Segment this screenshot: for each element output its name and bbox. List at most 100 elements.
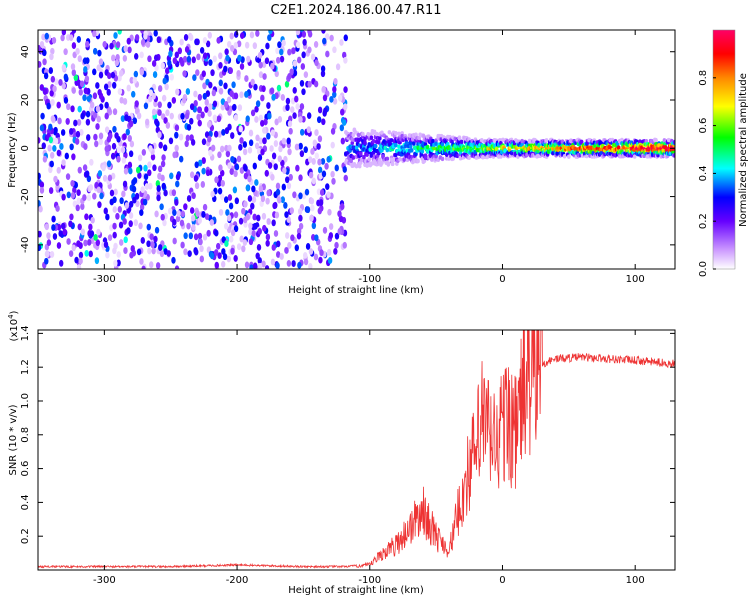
spectrogram-cell [103, 241, 109, 248]
spectrogram-cell [254, 116, 259, 123]
spectrogram-cell [321, 170, 327, 178]
spectrogram-cell [233, 31, 239, 38]
spectrogram-cell [267, 162, 273, 169]
spectrogram-cell [138, 222, 143, 230]
spectrogram-cell [78, 88, 83, 96]
spectrogram-cell [292, 86, 297, 94]
spectrogram-cell [244, 75, 249, 82]
spectrogram-cell [151, 247, 156, 255]
spectrogram-cell [201, 167, 206, 175]
spectrogram-cell [299, 128, 305, 136]
spectrogram-cell [265, 239, 270, 247]
spectrogram-cell [105, 213, 110, 221]
spectrogram-cell [183, 34, 189, 41]
spectrogram-cell [255, 252, 260, 260]
spectrogram-cell [191, 224, 196, 231]
spectrogram-cell [313, 80, 319, 88]
spectrogram-cell [38, 45, 42, 52]
spectrogram-cell [143, 102, 149, 110]
spectrogram-cell [51, 37, 57, 44]
spectrogram-cell [222, 253, 228, 261]
spectrogram-cell [567, 154, 571, 159]
spectrogram-cell [239, 63, 245, 70]
spectrogram-cell [171, 189, 177, 197]
snr-y-tick-label: 0.2 [20, 528, 31, 544]
spectrogram-cell [124, 202, 130, 209]
spectrogram-cell [457, 135, 462, 140]
spectrogram-cell [230, 229, 236, 237]
spectrogram-cell [97, 201, 102, 209]
spectrogram-cell [218, 52, 223, 60]
spectrogram-cell [49, 160, 54, 168]
spectrogram-cell [126, 227, 131, 235]
spectrogram-cell [48, 187, 54, 194]
spectrogram-cell [174, 131, 179, 139]
spectrogram-cell [374, 131, 379, 137]
spectrogram-cell [289, 207, 294, 215]
spectrogram-cell [298, 192, 303, 200]
spectrogram-cell [230, 45, 235, 52]
spectrogram-cell [147, 161, 152, 169]
spectrogram-cell [393, 143, 398, 148]
spectrogram-cell [190, 138, 196, 146]
spectrogram-cell [167, 101, 172, 109]
spectrogram-cell [72, 186, 77, 194]
spectrogram-cell [63, 73, 69, 81]
spectrogram-cell [360, 157, 364, 163]
spectrogram-cell [55, 205, 60, 212]
spectrogram-cell [229, 32, 234, 40]
spectrogram-cell [389, 138, 394, 143]
spectrogram-cell [188, 232, 194, 240]
spectrogram-cell [357, 164, 362, 169]
spectrogram-cell [202, 233, 208, 241]
spectrogram-cell [165, 122, 171, 129]
spectrogram-cell [95, 105, 101, 113]
spectrogram-cell [83, 66, 88, 73]
spectrogram-cell [258, 61, 263, 69]
spectrogram-cell [38, 230, 42, 238]
spectrogram-cell [239, 32, 245, 40]
spectrogram-cell [89, 230, 95, 238]
spectrogram-cell [147, 55, 152, 63]
spectrogram-cell [225, 209, 230, 216]
spectrogram-cell [343, 56, 348, 64]
spectrogram-cell [284, 247, 289, 254]
spectrogram-cell [207, 31, 212, 39]
spectrogram-cell [92, 47, 98, 55]
spectrogram-cell [93, 234, 98, 241]
spectrogram-cell [124, 114, 129, 122]
spectrogram-cell [52, 144, 57, 152]
spectrogram-cell [332, 46, 337, 54]
spectrogram-cell [335, 63, 341, 71]
spectrogram-cell [157, 165, 163, 173]
spectrogram-cell [304, 188, 310, 196]
spectrogram-cell [183, 248, 188, 256]
spectrogram-cell [218, 87, 224, 95]
spectrogram-cell [132, 196, 137, 204]
spectrogram-cell [167, 207, 173, 215]
spectrogram-cell [92, 68, 97, 76]
spectrogram-cell [337, 228, 342, 235]
spectrogram-cell [155, 262, 161, 269]
snr-y-multiplier: (x104) [7, 310, 20, 341]
spectrogram-cell [310, 204, 315, 212]
snr-x-tick-label: 100 [626, 575, 645, 586]
spectrogram-cell [302, 38, 307, 46]
spectrogram-y-tick-label: -40 [20, 237, 31, 253]
spectrogram-x-tick-label: -300 [93, 274, 116, 285]
spectrogram-cell [97, 170, 103, 177]
spectrogram-cell [48, 136, 54, 144]
spectrogram-cell [268, 30, 273, 35]
spectrogram-cell [287, 148, 292, 156]
spectrogram-cell [105, 251, 110, 259]
spectrogram-cell [233, 170, 238, 178]
spectrogram-cell [38, 172, 41, 180]
spectrogram-cell [104, 126, 110, 134]
spectrogram-cell [98, 138, 103, 146]
spectrogram-cell [440, 142, 445, 147]
spectrogram-cell [63, 48, 68, 56]
spectrogram-cell [61, 82, 66, 90]
spectrogram-cell [225, 150, 231, 158]
spectrogram-cell [184, 140, 189, 148]
spectrogram-cell [229, 235, 234, 243]
